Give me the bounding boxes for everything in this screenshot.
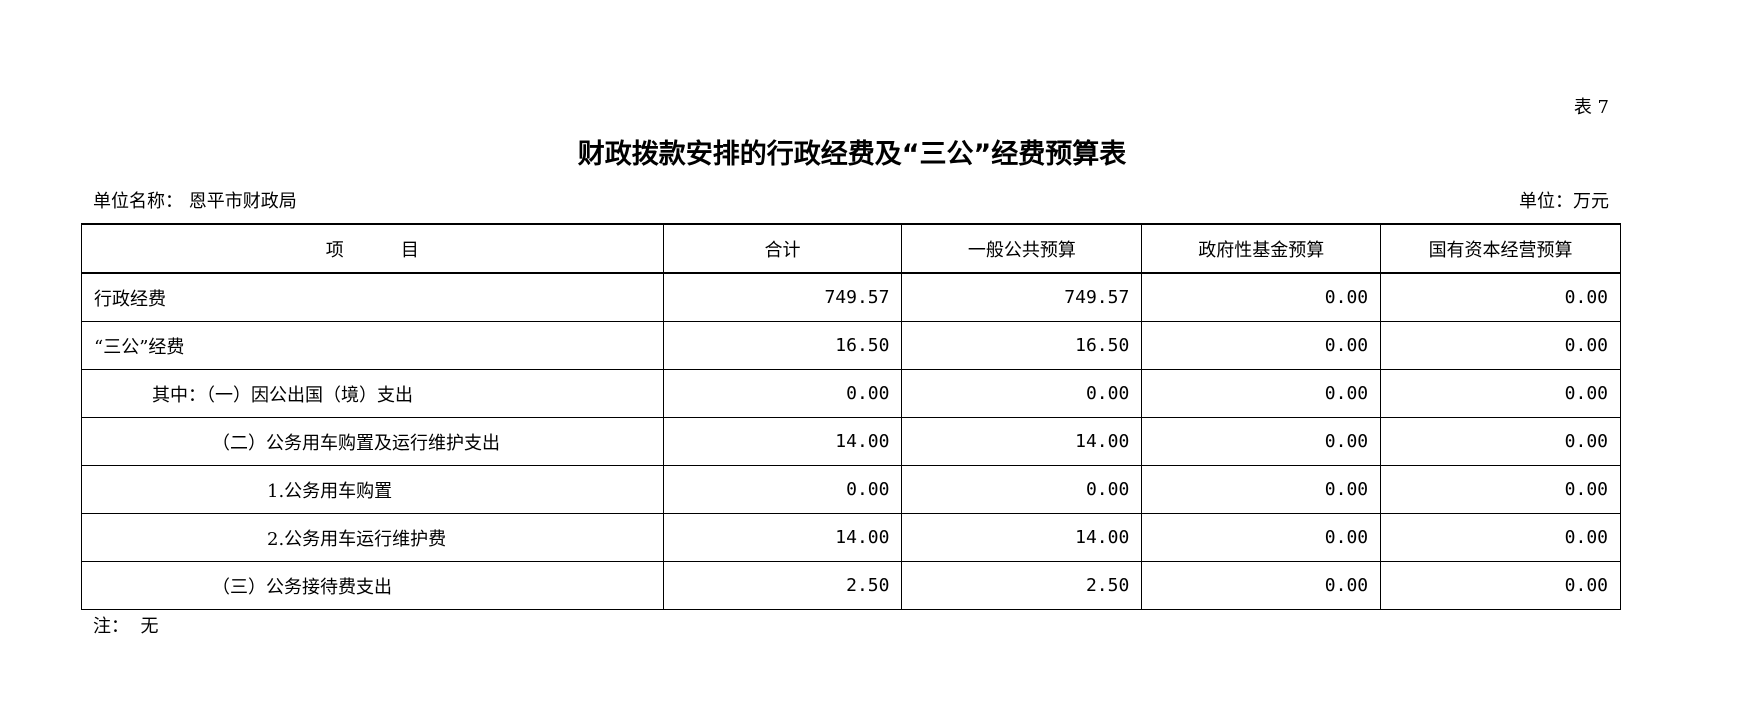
row-value: 0.00 (1380, 513, 1621, 562)
unit-name: 单位名称： 恩平市财政局 (93, 191, 297, 212)
row-value: 0.00 (1380, 417, 1621, 466)
row-value: 2.50 (901, 561, 1143, 610)
row-value: 0.00 (1380, 561, 1621, 610)
row-value: 0.00 (1141, 272, 1382, 322)
page-title: 财政拨款安排的行政经费及“三公”经费预算表 (577, 139, 1127, 170)
row-value: 14.00 (662, 417, 903, 466)
row-value: 2.50 (662, 561, 903, 610)
row-value: 0.00 (1141, 369, 1382, 418)
row-value: 0.00 (1141, 321, 1382, 370)
row-item: 行政经费 (81, 272, 664, 322)
row-value: 14.00 (901, 513, 1143, 562)
table-row: 其中：（一）因公出国（境）支出 0.00 0.00 0.00 0.00 (81, 369, 1621, 418)
row-value: 0.00 (1141, 513, 1382, 562)
row-value: 0.00 (662, 465, 903, 514)
header-state-capital-budget: 国有资本经营预算 (1380, 223, 1621, 274)
row-value: 0.00 (1141, 561, 1382, 610)
row-value: 0.00 (662, 369, 903, 418)
row-value: 0.00 (1380, 369, 1621, 418)
row-item: 其中：（一）因公出国（境）支出 (81, 369, 664, 418)
row-item: （二）公务用车购置及运行维护支出 (81, 417, 664, 466)
row-item: “三公”经费 (81, 321, 664, 370)
row-item: 1.公务用车购置 (81, 465, 664, 514)
header-general-budget: 一般公共预算 (901, 223, 1143, 274)
note: 注： 无 (93, 616, 159, 637)
table-row: 1.公务用车购置 0.00 0.00 0.00 0.00 (81, 465, 1621, 514)
row-item: 2.公务用车运行维护费 (81, 513, 664, 562)
table-row: （三）公务接待费支出 2.50 2.50 0.00 0.00 (81, 561, 1621, 610)
row-value: 16.50 (901, 321, 1143, 370)
table-row: （二）公务用车购置及运行维护支出 14.00 14.00 0.00 0.00 (81, 417, 1621, 466)
table-row: 行政经费 749.57 749.57 0.00 0.00 (81, 272, 1621, 322)
row-value: 0.00 (1380, 272, 1621, 322)
header-total: 合计 (662, 223, 903, 274)
header-item: 项 目 (81, 223, 664, 274)
row-item: （三）公务接待费支出 (81, 561, 664, 610)
row-value: 0.00 (1141, 465, 1382, 514)
row-value: 14.00 (662, 513, 903, 562)
currency-unit: 单位：万元 (1519, 191, 1609, 212)
row-value: 16.50 (662, 321, 903, 370)
budget-table: 项 目 合计 一般公共预算 政府性基金预算 国有资本经营预算 行政经费 749.5… (81, 223, 1621, 610)
row-value: 749.57 (901, 272, 1143, 322)
table-row: 2.公务用车运行维护费 14.00 14.00 0.00 0.00 (81, 513, 1621, 562)
row-value: 0.00 (901, 369, 1143, 418)
row-value: 0.00 (1141, 417, 1382, 466)
row-value: 749.57 (662, 272, 903, 322)
row-value: 0.00 (1380, 465, 1621, 514)
table-number: 表 7 (1573, 97, 1609, 118)
row-value: 14.00 (901, 417, 1143, 466)
header-row: 项 目 合计 一般公共预算 政府性基金预算 国有资本经营预算 (81, 223, 1621, 274)
row-value: 0.00 (1380, 321, 1621, 370)
header-fund-budget: 政府性基金预算 (1141, 223, 1382, 274)
row-value: 0.00 (901, 465, 1143, 514)
table-row: “三公”经费 16.50 16.50 0.00 0.00 (81, 321, 1621, 370)
